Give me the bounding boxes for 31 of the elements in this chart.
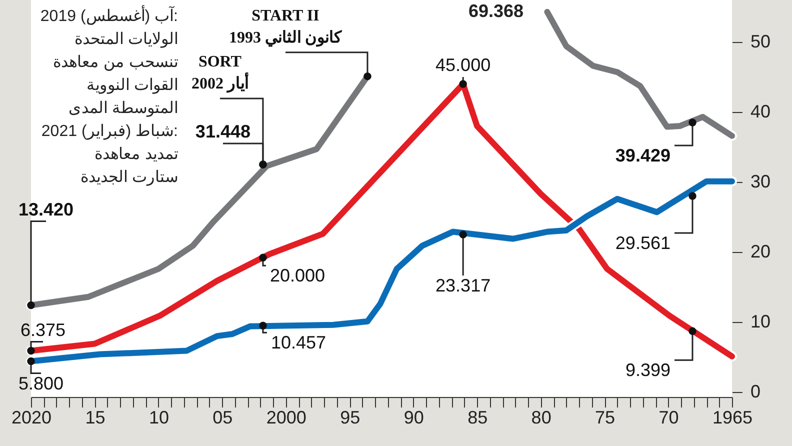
annotation: 13.420 xyxy=(18,199,74,220)
annotation: 6.375 xyxy=(20,320,66,340)
annotation: 69.368 xyxy=(468,1,524,21)
x-tick-label: 05 xyxy=(212,408,233,428)
y-tick-label: 30 xyxy=(750,172,771,192)
x-tick-label: 15 xyxy=(85,408,106,428)
y-tick-label: 20 xyxy=(750,242,771,262)
annotation: 10.457 xyxy=(270,332,326,353)
annotation: 9.399 xyxy=(625,360,670,380)
y-tick-label: 0 xyxy=(750,382,761,402)
y-tick-label: 40 xyxy=(750,102,771,122)
annotation: 31.448 xyxy=(195,122,250,142)
x-tick-label: 70 xyxy=(658,408,679,428)
annotation: 29.561 xyxy=(615,233,670,254)
x-tick-label: 10 xyxy=(148,408,169,428)
annotation: 5.800 xyxy=(18,373,64,394)
annotation: آب (أغسطس) 2019: الولايات المتحدة تنسحب من معاهدة القوات النووية المتوسطة المدى شباط (فبراير) 2021: تمديد معاهدة ستارت الجديدة xyxy=(40,5,178,186)
y-tick-label: 50 xyxy=(750,32,771,52)
annotation: 45.000 xyxy=(436,55,491,76)
x-tick-label: 1965 xyxy=(712,408,753,428)
annotation: 23.317 xyxy=(436,276,491,296)
x-tick-label: 85 xyxy=(468,408,488,428)
annotation: 20.000 xyxy=(270,266,326,286)
x-tick-label: 75 xyxy=(595,408,616,428)
x-tick-label: 2020 xyxy=(11,408,52,428)
x-tick-label: 90 xyxy=(404,408,424,428)
x-tick-label: 2000 xyxy=(266,408,306,428)
annotation: 39.429 xyxy=(615,146,670,166)
y-tick-label: 10 xyxy=(750,312,771,332)
x-tick-label: 95 xyxy=(340,408,360,428)
x-tick-label: 80 xyxy=(531,408,552,428)
